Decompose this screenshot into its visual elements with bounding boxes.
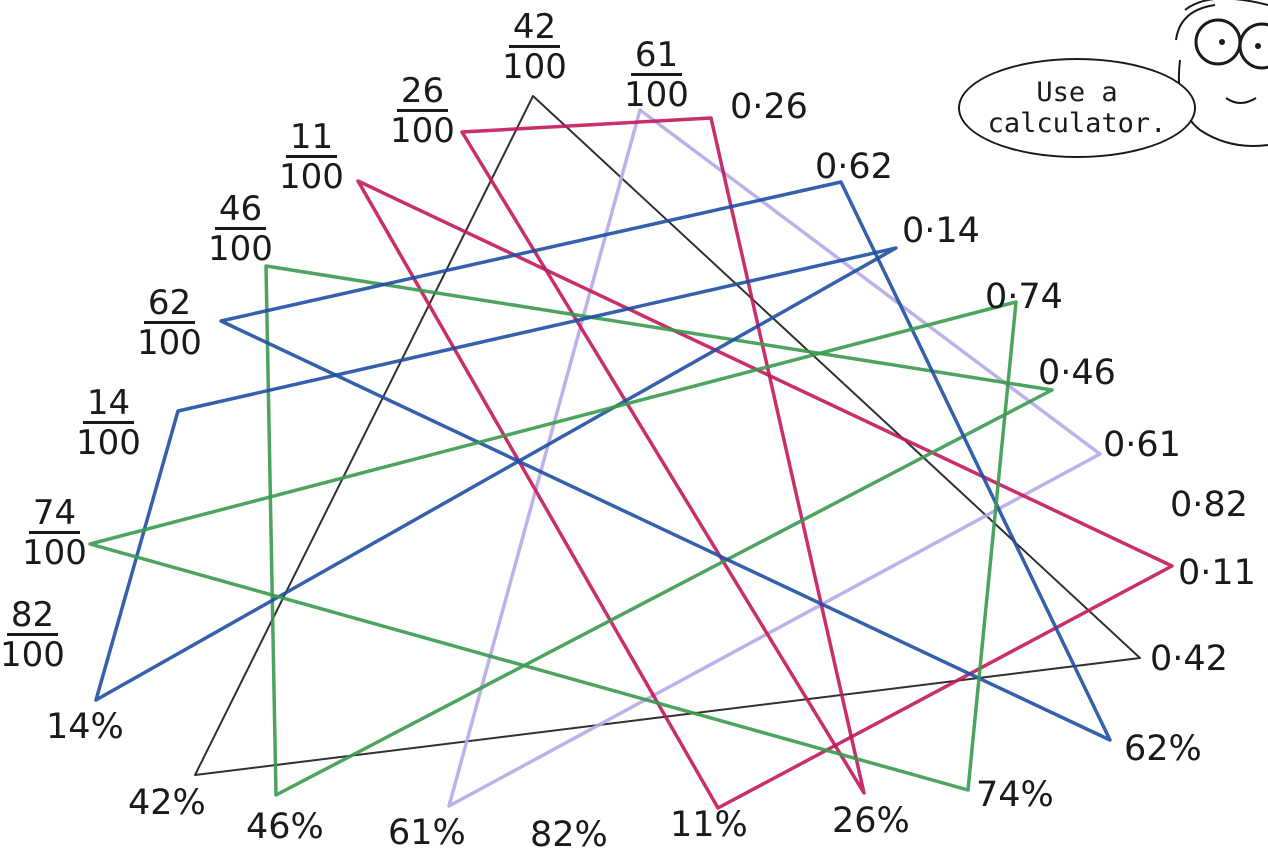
match-line-74 (88, 300, 1018, 792)
fraction-42: 42 100 (502, 7, 567, 87)
decimal-062: 0·62 (815, 147, 893, 187)
decimal-074: 0·74 (985, 277, 1063, 317)
decimal-061: 0·61 (1103, 425, 1181, 465)
percent-74: 74% (976, 775, 1054, 815)
fraction-46: 46 100 (208, 189, 273, 269)
decimal-082: 0·82 (1170, 485, 1248, 525)
fraction-61: 61 100 (624, 35, 689, 115)
percent-61: 61% (388, 813, 466, 853)
percent-46: 46% (246, 807, 324, 847)
decimal-014: 0·14 (902, 211, 980, 251)
fraction-62: 62 100 (137, 283, 202, 363)
speech-bubble-line1: Use a (1036, 76, 1118, 108)
percent-14: 14% (46, 707, 124, 747)
fraction-14: 14 100 (76, 383, 141, 463)
fraction-26: 26 100 (390, 71, 455, 151)
percent-26: 26% (832, 801, 910, 841)
percent-11: 11% (670, 805, 748, 845)
speech-bubble: Use a calculator. (958, 58, 1196, 158)
match-line-62 (219, 180, 1112, 742)
match-line-11 (356, 179, 1174, 810)
match-line-26 (460, 116, 866, 795)
percent-82: 82% (530, 815, 608, 855)
match-line-42 (194, 95, 1141, 776)
decimal-042: 0·42 (1150, 639, 1228, 679)
fraction-11: 11 100 (279, 117, 344, 197)
decimal-046: 0·46 (1038, 353, 1116, 393)
match-line-46 (264, 264, 1054, 797)
speech-bubble-line2: calculator. (987, 108, 1167, 139)
match-line-61 (447, 108, 1102, 808)
cartoon-character-icon (1175, 0, 1268, 147)
fraction-74: 74 100 (22, 493, 87, 573)
fraction-82: 82 100 (0, 595, 65, 675)
decimal-026: 0·26 (730, 87, 808, 127)
percent-42: 42% (128, 783, 206, 823)
percent-62: 62% (1124, 729, 1202, 769)
decimal-011: 0·11 (1178, 553, 1256, 593)
